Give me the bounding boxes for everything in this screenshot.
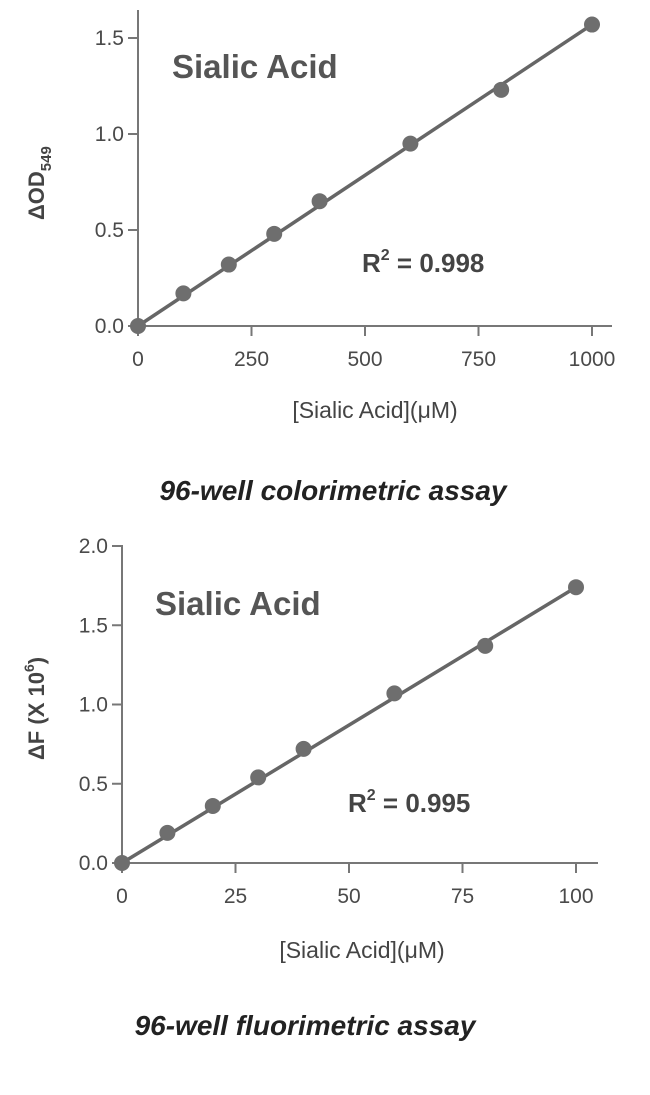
data-points — [114, 579, 584, 871]
x-axis-title: [Sialic Acid](μM) — [292, 397, 457, 423]
fit-line — [137, 23, 593, 328]
data-point — [311, 193, 328, 210]
x-axis-title: [Sialic Acid](μM) — [279, 937, 444, 963]
chart-title: Sialic Acid — [172, 48, 338, 85]
data-point — [220, 256, 237, 273]
data-point — [250, 769, 267, 786]
y-tick-label: 0.0 — [79, 852, 108, 875]
y-tick-label: 1.5 — [95, 27, 124, 50]
data-point — [159, 824, 176, 841]
x-tick-label: 0 — [132, 348, 144, 371]
y-tick-group: 0.0 0.5 1.0 1.5 2.0 — [79, 535, 122, 875]
y-tick-label: 0.5 — [95, 219, 124, 242]
x-tick-label: 100 — [558, 885, 593, 908]
y-tick-group: 0.0 0.5 1.0 1.5 — [95, 27, 138, 338]
y-axis-title: ΔOD549 — [24, 146, 55, 220]
y-tick-label: 1.0 — [95, 123, 124, 146]
colorimetric-chart: 0.00.51.01.5 0 250 500 750 1000 Sialic Acid … — [24, 10, 615, 506]
chart-caption: 96-well colorimetric assay — [159, 475, 508, 506]
r-squared-annotation: R2 = 0.995 — [348, 787, 470, 818]
fit-line — [121, 585, 577, 865]
data-point — [493, 81, 510, 98]
data-point — [584, 16, 600, 33]
x-tick-label: 500 — [347, 348, 382, 371]
data-point — [204, 797, 221, 814]
chart-title: Sialic Acid — [155, 585, 321, 622]
y-tick-label: 0.5 — [79, 773, 108, 796]
data-point — [175, 285, 192, 302]
y-axis-title: ΔF (X 106) — [21, 657, 49, 760]
r-squared-annotation: R2 = 0.998 — [362, 247, 484, 278]
x-tick-label: 1000 — [569, 348, 616, 371]
x-tick-label: 50 — [337, 885, 360, 908]
data-points — [130, 16, 600, 334]
data-point — [568, 579, 584, 596]
x-tick-group: 0 250 500 750 1000 — [132, 326, 615, 371]
y-tick-label: 1.0 — [79, 694, 108, 717]
x-tick-label: 250 — [234, 348, 269, 371]
x-tick-label: 25 — [224, 885, 247, 908]
x-tick-group: 0 25 50 75 100 — [116, 863, 594, 908]
y-tick-label: 0.0 — [95, 315, 124, 338]
data-point — [295, 740, 312, 757]
data-point — [114, 855, 130, 871]
y-tick-label: 2.0 — [79, 535, 108, 558]
chart-caption: 96-well fluorimetric assay — [135, 1010, 477, 1041]
x-tick-label: 750 — [461, 348, 496, 371]
data-point — [266, 225, 283, 242]
x-tick-label: 0 — [116, 885, 128, 908]
y-tick-label: 1.5 — [79, 614, 108, 637]
data-point — [402, 135, 419, 152]
data-point — [130, 318, 146, 334]
data-point — [386, 685, 403, 702]
x-tick-label: 75 — [451, 885, 474, 908]
fluorimetric-chart: 0.0 0.5 1.0 1.5 2.0 0 25 50 75 100 Sialic Acid Δ… — [21, 535, 598, 1041]
data-point — [477, 637, 494, 654]
